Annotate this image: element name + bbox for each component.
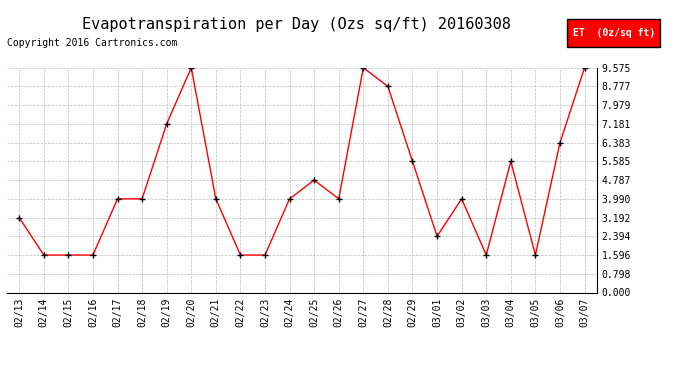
Text: Copyright 2016 Cartronics.com: Copyright 2016 Cartronics.com (7, 38, 177, 48)
Text: ET  (0z/sq ft): ET (0z/sq ft) (573, 28, 655, 38)
Text: Evapotranspiration per Day (Ozs sq/ft) 20160308: Evapotranspiration per Day (Ozs sq/ft) 2… (82, 17, 511, 32)
